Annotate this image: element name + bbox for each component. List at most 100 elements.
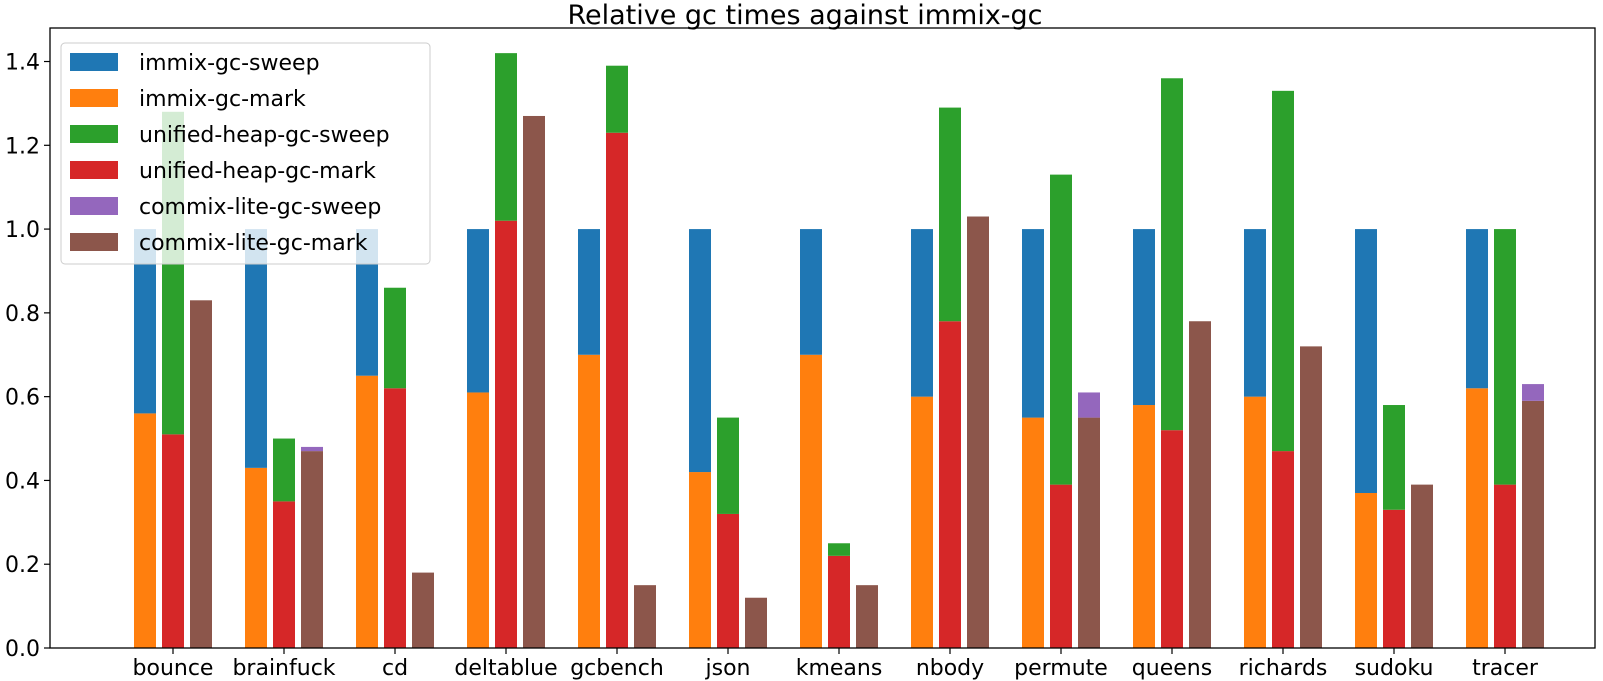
bar-unified-heap-gc-mark-deltablue — [495, 220, 517, 648]
bar-unified-heap-gc-mark-nbody — [939, 321, 961, 648]
bar-immix-gc-sweep-nbody — [911, 229, 933, 397]
bar-immix-gc-sweep-richards — [1244, 229, 1266, 397]
x-tick-label-richards: richards — [1239, 656, 1328, 681]
bar-commix-lite-gc-mark-json — [745, 597, 767, 648]
bar-unified-heap-gc-mark-json — [717, 513, 739, 648]
bar-immix-gc-sweep-sudoku — [1355, 229, 1377, 493]
bar-immix-gc-mark-sudoku — [1355, 493, 1377, 648]
bar-commix-lite-gc-mark-cd — [412, 572, 434, 648]
bar-immix-gc-sweep-brainfuck — [245, 229, 267, 468]
y-tick-label-1.0: 1.0 — [5, 218, 40, 243]
legend: immix-gc-sweep immix-gc-mark unified-heap-… — [60, 42, 431, 265]
legend-swatch-commix-lite-gc-sweep — [70, 197, 118, 215]
bar-immix-gc-sweep-tracer — [1466, 229, 1488, 389]
bar-unified-heap-gc-sweep-richards — [1272, 90, 1294, 452]
bar-unified-heap-gc-mark-cd — [384, 388, 406, 648]
y-tick-label-0.6: 0.6 — [5, 386, 40, 411]
x-tick-label-tracer: tracer — [1472, 656, 1539, 681]
x-tick-label-nbody: nbody — [916, 656, 984, 681]
legend-swatch-unified-heap-gc-sweep — [70, 125, 118, 143]
x-tick-label-cd: cd — [382, 656, 408, 681]
chart-title: Relative gc times against immix-gc — [567, 0, 1042, 31]
bar-unified-heap-gc-mark-richards — [1272, 451, 1294, 648]
bar-immix-gc-mark-bounce — [134, 413, 156, 648]
bar-commix-lite-gc-mark-kmeans — [856, 585, 878, 648]
bar-commix-lite-gc-mark-gcbench — [634, 585, 656, 648]
bar-immix-gc-mark-permute — [1022, 417, 1044, 648]
bar-unified-heap-gc-sweep-cd — [384, 287, 406, 389]
legend-swatch-immix-gc-sweep — [70, 53, 118, 71]
bar-commix-lite-gc-sweep-tracer — [1522, 384, 1544, 401]
legend-label-commix-lite-gc-sweep: commix-lite-gc-sweep — [139, 195, 381, 220]
bar-immix-gc-sweep-gcbench — [578, 229, 600, 355]
bar-unified-heap-gc-sweep-sudoku — [1383, 405, 1405, 510]
bar-immix-gc-mark-queens — [1133, 405, 1155, 648]
bar-immix-gc-sweep-deltablue — [467, 229, 489, 393]
bar-immix-gc-mark-nbody — [911, 396, 933, 648]
bar-unified-heap-gc-mark-queens — [1161, 430, 1183, 648]
bar-commix-lite-gc-mark-richards — [1300, 346, 1322, 648]
bar-immix-gc-sweep-permute — [1022, 229, 1044, 418]
x-tick-label-deltablue: deltablue — [454, 656, 557, 681]
x-tick-label-permute: permute — [1014, 656, 1108, 681]
legend-swatch-unified-heap-gc-mark — [70, 161, 118, 179]
bar-unified-heap-gc-mark-permute — [1050, 484, 1072, 648]
bar-immix-gc-sweep-queens — [1133, 229, 1155, 406]
bar-unified-heap-gc-mark-gcbench — [606, 132, 628, 648]
y-tick-label-0.2: 0.2 — [5, 553, 40, 578]
x-tick-label-gcbench: gcbench — [570, 656, 664, 681]
y-tick-label-0.4: 0.4 — [5, 469, 40, 494]
bar-unified-heap-gc-sweep-deltablue — [495, 53, 517, 221]
bar-immix-gc-mark-brainfuck — [245, 467, 267, 648]
bar-commix-lite-gc-mark-deltablue — [523, 115, 545, 649]
y-tick-label-1.2: 1.2 — [5, 134, 40, 159]
x-tick-label-queens: queens — [1132, 656, 1212, 681]
bar-immix-gc-mark-json — [689, 472, 711, 648]
bar-immix-gc-sweep-kmeans — [800, 229, 822, 355]
bar-unified-heap-gc-sweep-gcbench — [606, 65, 628, 133]
bar-unified-heap-gc-sweep-tracer — [1494, 229, 1516, 485]
bar-commix-lite-gc-mark-brainfuck — [301, 451, 323, 648]
bars-layer — [134, 53, 1544, 649]
bar-unified-heap-gc-sweep-kmeans — [828, 543, 850, 556]
x-axis: bounce brainfuck cd deltablue gcbench json kme… — [133, 648, 1539, 681]
bar-unified-heap-gc-sweep-queens — [1161, 78, 1183, 431]
bar-commix-lite-gc-mark-queens — [1189, 321, 1211, 648]
bar-unified-heap-gc-mark-sudoku — [1383, 509, 1405, 648]
x-tick-label-json: json — [705, 656, 751, 681]
bar-unified-heap-gc-mark-brainfuck — [273, 501, 295, 648]
legend-label-unified-heap-gc-sweep: unified-heap-gc-sweep — [139, 123, 390, 148]
x-tick-label-brainfuck: brainfuck — [232, 656, 335, 681]
legend-label-commix-lite-gc-mark: commix-lite-gc-mark — [139, 231, 368, 256]
bar-commix-lite-gc-mark-sudoku — [1411, 484, 1433, 648]
bar-unified-heap-gc-sweep-permute — [1050, 174, 1072, 485]
legend-label-immix-gc-sweep: immix-gc-sweep — [139, 51, 320, 76]
bar-commix-lite-gc-mark-bounce — [190, 300, 212, 648]
legend-label-unified-heap-gc-mark: unified-heap-gc-mark — [139, 159, 376, 184]
bar-commix-lite-gc-mark-nbody — [967, 216, 989, 648]
legend-label-immix-gc-mark: immix-gc-mark — [139, 87, 306, 112]
y-axis: 0.0 0.2 0.4 0.6 0.8 1.0 1.2 1.4 — [5, 51, 50, 662]
bar-immix-gc-mark-tracer — [1466, 388, 1488, 648]
bar-unified-heap-gc-mark-tracer — [1494, 484, 1516, 648]
bar-unified-heap-gc-mark-bounce — [162, 434, 184, 648]
y-tick-label-0.8: 0.8 — [5, 302, 40, 327]
bar-immix-gc-sweep-json — [689, 229, 711, 473]
x-tick-label-bounce: bounce — [133, 656, 214, 681]
bar-commix-lite-gc-sweep-permute — [1078, 392, 1100, 418]
bar-immix-gc-mark-deltablue — [467, 392, 489, 648]
bar-immix-gc-mark-cd — [356, 375, 378, 648]
legend-swatch-immix-gc-mark — [70, 89, 118, 107]
y-tick-label-1.4: 1.4 — [5, 51, 40, 76]
plot-frame — [49, 27, 1596, 649]
bar-unified-heap-gc-sweep-json — [717, 417, 739, 514]
bar-immix-gc-sweep-bounce — [134, 229, 156, 414]
bar-unified-heap-gc-mark-kmeans — [828, 555, 850, 648]
legend-swatch-commix-lite-gc-mark — [70, 233, 118, 251]
bar-commix-lite-gc-mark-tracer — [1522, 400, 1544, 648]
legend-box — [60, 42, 431, 265]
bar-commix-lite-gc-sweep-brainfuck — [301, 446, 323, 452]
bar-immix-gc-sweep-cd — [356, 229, 378, 376]
x-tick-label-sudoku: sudoku — [1355, 656, 1434, 681]
